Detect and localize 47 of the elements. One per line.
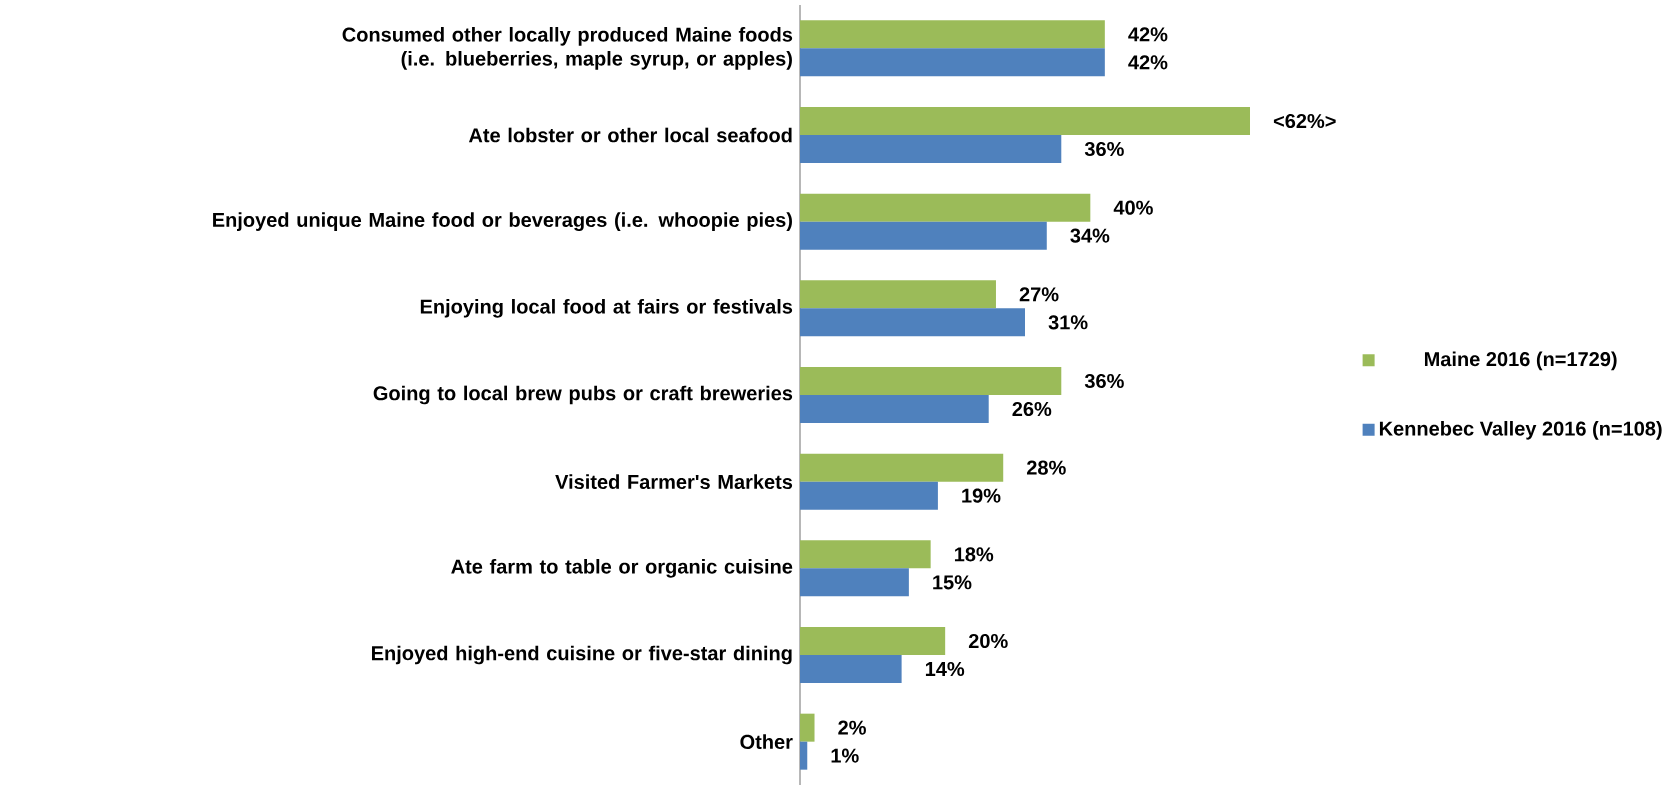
bar — [800, 540, 931, 569]
bar — [800, 20, 1105, 49]
bar — [800, 655, 902, 683]
data-label: 1% — [831, 748, 859, 763]
legend-label: Kennebec Valley 2016 (n=108) — [1379, 421, 1662, 440]
data-label: 28% — [1026, 460, 1066, 475]
data-label: 36% — [1084, 141, 1124, 157]
bar — [800, 481, 938, 510]
bar — [800, 741, 808, 770]
bar — [800, 107, 1251, 136]
data-label: 40% — [1113, 200, 1153, 215]
data-label: 31% — [1048, 315, 1088, 330]
y-tick-label: Other — [740, 734, 793, 749]
bar — [800, 135, 1062, 164]
data-label: 42% — [1128, 27, 1168, 42]
bar — [800, 453, 1004, 482]
y-tick-label: Enjoyed unique Maine food or beverages (i.e. whoopie pies) — [213, 212, 792, 232]
bar — [800, 193, 1091, 222]
bar — [800, 395, 989, 424]
bar — [800, 367, 1062, 396]
y-tick-label: Visited Farmer's Markets — [555, 474, 793, 490]
data-label: 14% — [925, 661, 965, 677]
data-label: 2% — [838, 720, 866, 735]
bar — [800, 627, 946, 655]
y-tick-label: Ate lobster or other local seafood — [468, 127, 792, 143]
data-label: 26% — [1012, 401, 1052, 417]
bar — [800, 568, 909, 597]
data-label: 18% — [954, 547, 994, 562]
data-label: 20% — [968, 633, 1008, 649]
data-label: <62%> — [1273, 113, 1336, 129]
bar — [800, 713, 815, 742]
y-tick-label: Going to local brew pubs or craft breweries — [373, 385, 793, 405]
data-label: 27% — [1019, 287, 1059, 302]
bar — [800, 308, 1025, 337]
data-label: 42% — [1128, 55, 1168, 70]
data-label: 34% — [1070, 228, 1110, 243]
y-tick-label: Enjoying local food at fairs or festivals — [420, 298, 793, 318]
bar — [800, 221, 1047, 250]
y-tick-label: Enjoyed high-end cuisine or five-star dining — [372, 645, 792, 665]
text: Maine 2016 (n=1729) — [1424, 351, 1617, 371]
bar — [800, 48, 1105, 77]
y-tick-label: Ate farm to table or organic cuisine — [451, 558, 793, 578]
y-tick-label: Consumed other locally produced Maine foods (i.e. blueberries, maple syrup, or apples) — [342, 27, 793, 70]
data-label: 19% — [962, 488, 1001, 503]
data-label: 36% — [1084, 373, 1124, 389]
data-label: 15% — [933, 575, 972, 590]
bar — [800, 280, 996, 309]
